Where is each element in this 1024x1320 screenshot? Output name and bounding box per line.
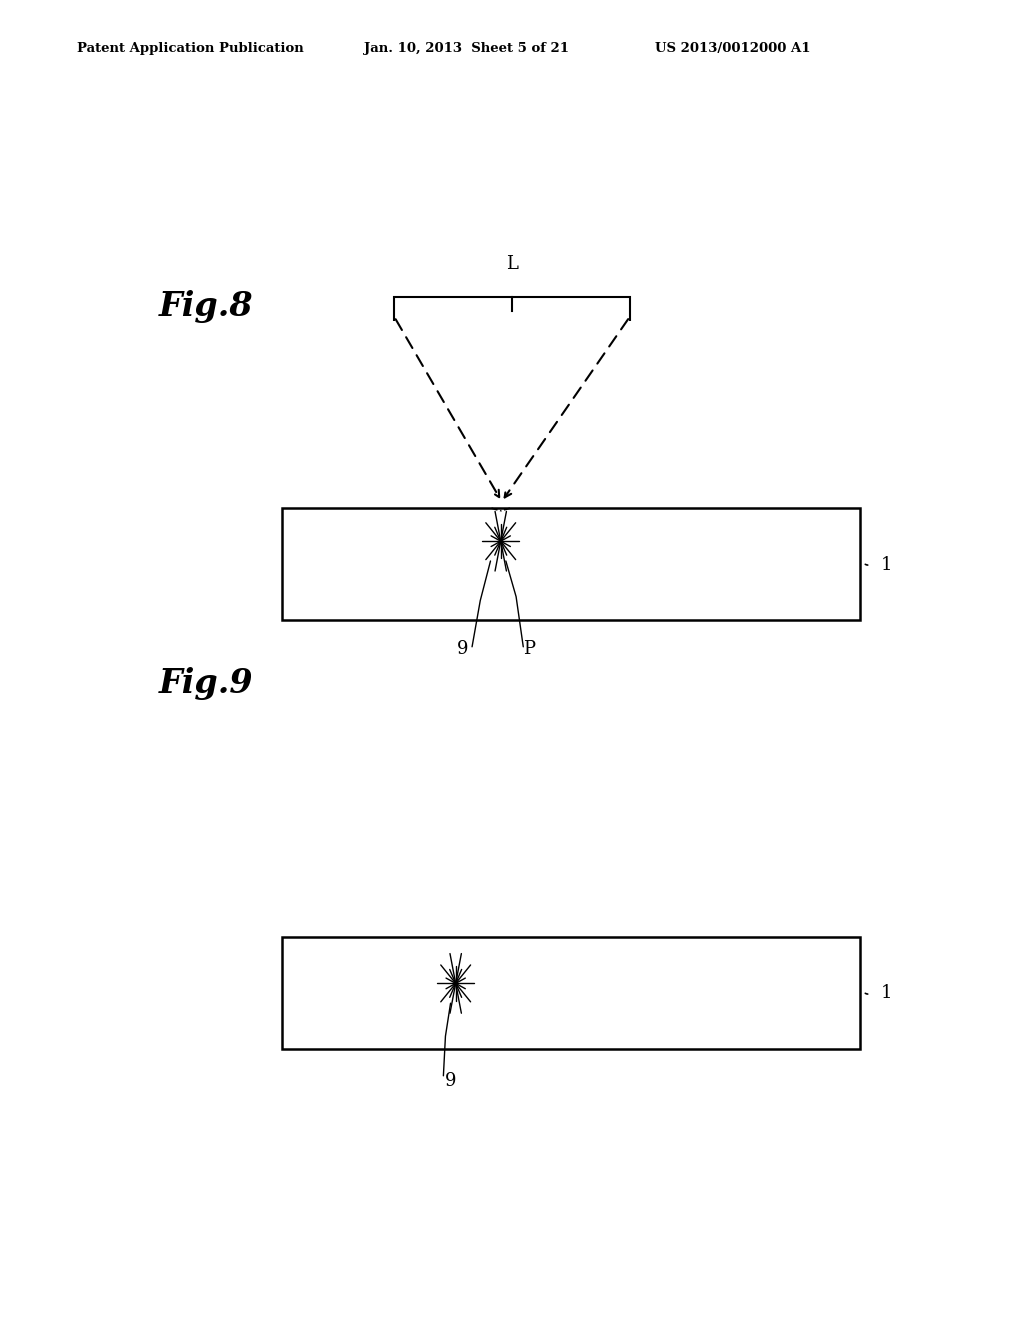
Text: 1: 1 — [881, 556, 892, 574]
Text: L: L — [506, 255, 518, 273]
Text: US 2013/0012000 A1: US 2013/0012000 A1 — [655, 42, 811, 55]
Text: 9: 9 — [444, 1072, 457, 1090]
Text: Fig.8: Fig.8 — [159, 290, 253, 323]
Text: Fig.9: Fig.9 — [159, 667, 253, 700]
Bar — [282, 508, 860, 620]
Text: 9: 9 — [457, 640, 469, 659]
Text: 1: 1 — [881, 983, 892, 1002]
Text: P: P — [523, 640, 536, 659]
Text: Jan. 10, 2013  Sheet 5 of 21: Jan. 10, 2013 Sheet 5 of 21 — [364, 42, 568, 55]
Text: Patent Application Publication: Patent Application Publication — [77, 42, 303, 55]
Bar — [282, 937, 860, 1049]
